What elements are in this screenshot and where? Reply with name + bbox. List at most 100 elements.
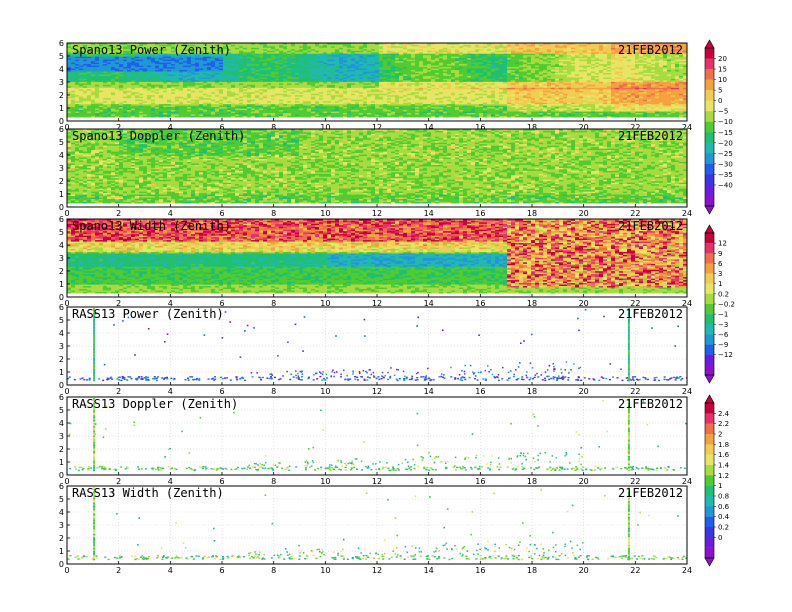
heatmap-cell <box>283 105 288 108</box>
heatmap-cell <box>207 114 212 116</box>
heatmap-cell <box>399 102 404 105</box>
heatmap-cell <box>239 111 244 113</box>
heatmap-cell <box>95 106 100 109</box>
panel-plot-area <box>67 43 687 118</box>
heatmap-cell <box>167 66 172 69</box>
heatmap-cell <box>223 63 228 66</box>
heatmap-cell <box>391 91 396 94</box>
heatmap-cell <box>139 106 144 109</box>
heatmap-cell <box>335 115 340 118</box>
heatmap-cell <box>395 78 400 81</box>
heatmap-cell <box>123 103 128 106</box>
heatmap-cell <box>163 59 168 62</box>
heatmap-cell <box>311 108 316 111</box>
heatmap-cell <box>239 103 244 106</box>
heatmap-cell <box>315 66 320 69</box>
heatmap-cell <box>83 108 88 111</box>
heatmap-cell <box>463 87 468 90</box>
heatmap-cell <box>315 60 320 63</box>
heatmap-cell <box>351 84 356 87</box>
heatmap-cell <box>67 109 72 112</box>
heatmap-cell <box>283 60 288 63</box>
heatmap-cell <box>307 115 312 118</box>
heatmap-cell <box>291 63 296 66</box>
heatmap-cell <box>411 88 416 91</box>
heatmap-cell <box>287 99 292 102</box>
heatmap-cell <box>211 48 216 51</box>
heatmap-cell <box>323 50 328 53</box>
heatmap-cell <box>83 88 88 91</box>
heatmap-cell <box>223 91 228 94</box>
heatmap-cell <box>247 45 252 48</box>
heatmap-cell <box>299 74 304 76</box>
heatmap-cell <box>435 51 440 54</box>
heatmap-cell <box>219 74 224 76</box>
heatmap-cell <box>443 62 448 65</box>
heatmap-cell <box>167 50 172 53</box>
heatmap-cell <box>255 85 260 88</box>
heatmap-cell <box>243 105 248 108</box>
heatmap-cell <box>379 47 384 50</box>
heatmap-cell <box>311 62 316 65</box>
heatmap-cell <box>427 94 432 97</box>
heatmap-cell <box>455 45 460 48</box>
heatmap-cell <box>275 71 280 73</box>
heatmap-cell <box>231 93 236 96</box>
heatmap-cell <box>263 50 268 53</box>
heatmap-cell <box>383 85 388 88</box>
heatmap-cell <box>99 47 104 50</box>
heatmap-cell <box>123 99 128 102</box>
heatmap-cell <box>79 69 84 72</box>
heatmap-cell <box>183 96 188 99</box>
heatmap-cell <box>127 72 132 75</box>
heatmap-cell <box>71 78 76 81</box>
heatmap-cell <box>243 88 248 91</box>
heatmap-cell <box>367 90 372 93</box>
heatmap-cell <box>375 51 380 54</box>
heatmap-cell <box>215 53 220 56</box>
heatmap-cell <box>435 66 440 69</box>
heatmap-cell <box>343 62 348 65</box>
heatmap-cell <box>395 56 400 59</box>
heatmap-cell <box>195 106 200 109</box>
heatmap-cell <box>355 99 360 102</box>
heatmap-cell <box>315 88 320 91</box>
heatmap-cell <box>171 91 176 94</box>
heatmap-cell <box>271 94 276 97</box>
heatmap-cell <box>79 45 84 48</box>
heatmap-cell <box>427 85 432 88</box>
heatmap-cell <box>379 114 384 116</box>
heatmap-cell <box>159 68 164 71</box>
heatmap-cell <box>287 80 292 82</box>
heatmap-cell <box>299 50 304 53</box>
heatmap-cell <box>183 78 188 81</box>
heatmap-cell <box>371 59 376 62</box>
heatmap-cell <box>419 94 424 97</box>
heatmap-cell <box>327 94 332 97</box>
heatmap-cell <box>175 82 180 85</box>
heatmap-cell <box>387 57 392 60</box>
heatmap-cell <box>203 77 208 79</box>
heatmap-cell <box>159 54 164 57</box>
heatmap-cell <box>403 54 408 57</box>
heatmap-cell <box>103 63 108 66</box>
heatmap-cell <box>147 74 152 76</box>
heatmap-cell <box>263 97 268 100</box>
heatmap-cell <box>415 50 420 53</box>
heatmap-cell <box>143 43 148 45</box>
heatmap-cell <box>283 45 288 48</box>
heatmap-cell <box>331 109 336 112</box>
heatmap-cell <box>75 62 80 65</box>
heatmap-cell <box>247 97 252 100</box>
heatmap-cell <box>91 108 96 111</box>
heatmap-cell <box>279 90 284 93</box>
heatmap-cell <box>431 74 436 76</box>
heatmap-cell <box>175 93 180 96</box>
heatmap-cell <box>227 82 232 85</box>
heatmap-cell <box>187 53 192 56</box>
heatmap-cell <box>315 63 320 66</box>
heatmap-cell <box>335 66 340 69</box>
heatmap-cell <box>351 63 356 66</box>
heatmap-cell <box>335 43 340 45</box>
heatmap-cell <box>239 78 244 81</box>
